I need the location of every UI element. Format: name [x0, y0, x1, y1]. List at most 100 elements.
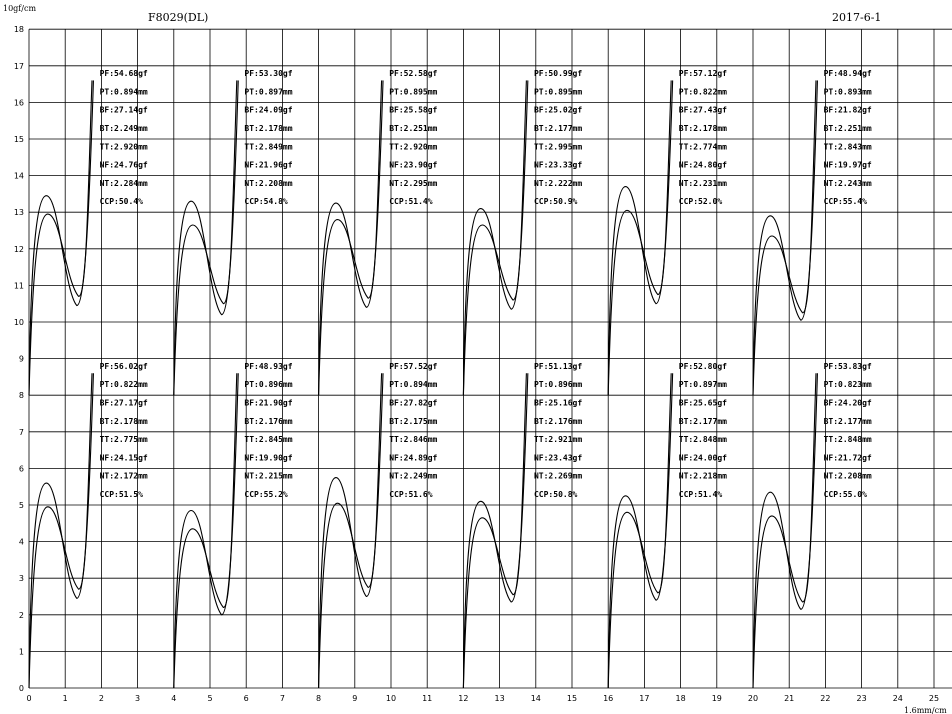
stat-value: NT:2.269mm	[534, 472, 582, 481]
stat-value: CCP:52.0%	[679, 197, 723, 206]
x-tick-label: 17	[639, 694, 649, 703]
unloading-curve	[462, 80, 527, 396]
stat-value: NT:2.172mm	[100, 472, 148, 481]
y-tick-label: 18	[14, 25, 24, 34]
stat-value: PT:0.895mm	[534, 87, 582, 96]
y-tick-label: 6	[19, 464, 24, 473]
x-tick-label: 5	[207, 694, 212, 703]
stat-value: CCP:51.5%	[100, 490, 144, 499]
x-tick-label: 20	[748, 694, 758, 703]
y-tick-label: 12	[14, 245, 24, 254]
stat-value: CCP:51.4%	[679, 490, 723, 499]
stat-value: CCP:54.8%	[244, 197, 288, 206]
stat-value: TT:2.848mm	[679, 435, 727, 444]
stat-value: NT:2.249mm	[389, 472, 437, 481]
stat-value: NF:24.00gf	[679, 453, 727, 462]
stat-value: BF:25.02gf	[534, 106, 582, 115]
y-tick-label: 4	[19, 538, 24, 547]
stat-value: NT:2.208mm	[824, 472, 872, 481]
y-unit-label: 10gf/cm	[3, 4, 36, 13]
stat-value: PF:56.02gf	[100, 362, 148, 371]
loading-curve	[462, 80, 529, 396]
stat-value: PT:0.896mm	[534, 380, 582, 389]
x-tick-label: 9	[352, 694, 357, 703]
stat-value: PF:51.13gf	[534, 362, 582, 371]
stat-value: BT:2.176mm	[244, 417, 292, 426]
grid-lines	[28, 28, 952, 689]
unloading-curve	[607, 80, 672, 396]
x-tick-label: 0	[26, 694, 31, 703]
stat-value: CCP:51.4%	[389, 197, 433, 206]
curve-pair	[607, 80, 674, 396]
stat-value: NT:2.231mm	[679, 179, 727, 188]
stat-value: PF:52.58gf	[389, 69, 437, 78]
loading-curve	[607, 373, 674, 689]
stat-value: NF:23.90gf	[389, 161, 437, 170]
curve-layer	[28, 80, 818, 689]
unloading-curve	[607, 373, 672, 689]
curve-pair	[318, 80, 384, 396]
stat-value: BF:25.16gf	[534, 399, 582, 408]
stat-value: NT:2.295mm	[389, 179, 437, 188]
loading-curve	[173, 80, 239, 396]
curve-pair	[462, 80, 529, 396]
stat-value: BT:2.251mm	[389, 124, 437, 133]
x-tick-label: 10	[386, 694, 396, 703]
stat-value: PT:0.894mm	[389, 380, 437, 389]
x-tick-label: 6	[244, 694, 249, 703]
chart-title: F8029(DL)	[148, 11, 208, 24]
stat-value: CCP:55.4%	[824, 197, 868, 206]
stat-value: PF:57.52gf	[389, 362, 437, 371]
stat-value: CCP:55.2%	[244, 490, 288, 499]
stat-value: CCP:50.8%	[534, 490, 578, 499]
loading-curve	[462, 373, 529, 689]
chart-date: 2017-6-1	[832, 11, 881, 24]
curve-pair	[752, 373, 818, 689]
curve-pair	[752, 80, 818, 396]
unloading-curve	[752, 373, 817, 689]
curve-pair	[28, 80, 94, 396]
stat-value: NT:2.243mm	[824, 179, 872, 188]
curve-pair	[318, 373, 384, 689]
stat-value: BT:2.251mm	[824, 124, 872, 133]
y-tick-label: 5	[19, 501, 24, 510]
stat-value: BT:2.249mm	[100, 124, 148, 133]
y-tick-label: 8	[19, 391, 24, 400]
stat-value: PT:0.822mm	[100, 380, 148, 389]
stat-value: PF:48.93gf	[244, 362, 292, 371]
stat-value: BT:2.177mm	[824, 417, 872, 426]
unloading-curve	[318, 80, 383, 396]
unloading-curve	[318, 373, 383, 689]
curve-pair	[462, 373, 529, 689]
x-tick-label: 14	[531, 694, 541, 703]
stat-value: NF:19.97gf	[824, 161, 872, 170]
stat-value: PF:57.12gf	[679, 69, 727, 78]
y-tick-label: 15	[14, 135, 24, 144]
stat-value: NF:24.15gf	[100, 453, 148, 462]
stat-value: PT:0.897mm	[679, 380, 727, 389]
y-tick-label: 1	[19, 647, 24, 656]
stat-value: BF:25.58gf	[389, 106, 437, 115]
curve-pair	[28, 373, 94, 689]
stat-value: PT:0.823mm	[824, 380, 872, 389]
loading-curve	[318, 80, 384, 396]
stat-value: NF:24.89gf	[389, 453, 437, 462]
stat-value: TT:2.921mm	[534, 435, 582, 444]
stat-value: NT:2.208mm	[244, 179, 292, 188]
x-unit-label: 1.6mm/cm	[904, 706, 947, 714]
stat-value: PF:53.83gf	[824, 362, 872, 371]
x-tick-label: 13	[495, 694, 505, 703]
stat-value: NT:2.218mm	[679, 472, 727, 481]
y-tick-label: 3	[19, 574, 24, 583]
x-tick-label: 15	[567, 694, 577, 703]
loading-curve	[173, 373, 239, 689]
stat-value: BT:2.175mm	[389, 417, 437, 426]
stat-value: BT:2.177mm	[534, 124, 582, 133]
x-tick-label: 21	[784, 694, 794, 703]
stat-value: TT:2.848mm	[824, 435, 872, 444]
unloading-curve	[173, 373, 238, 689]
stat-value: BF:24.09gf	[244, 106, 292, 115]
x-tick-label: 23	[857, 694, 867, 703]
